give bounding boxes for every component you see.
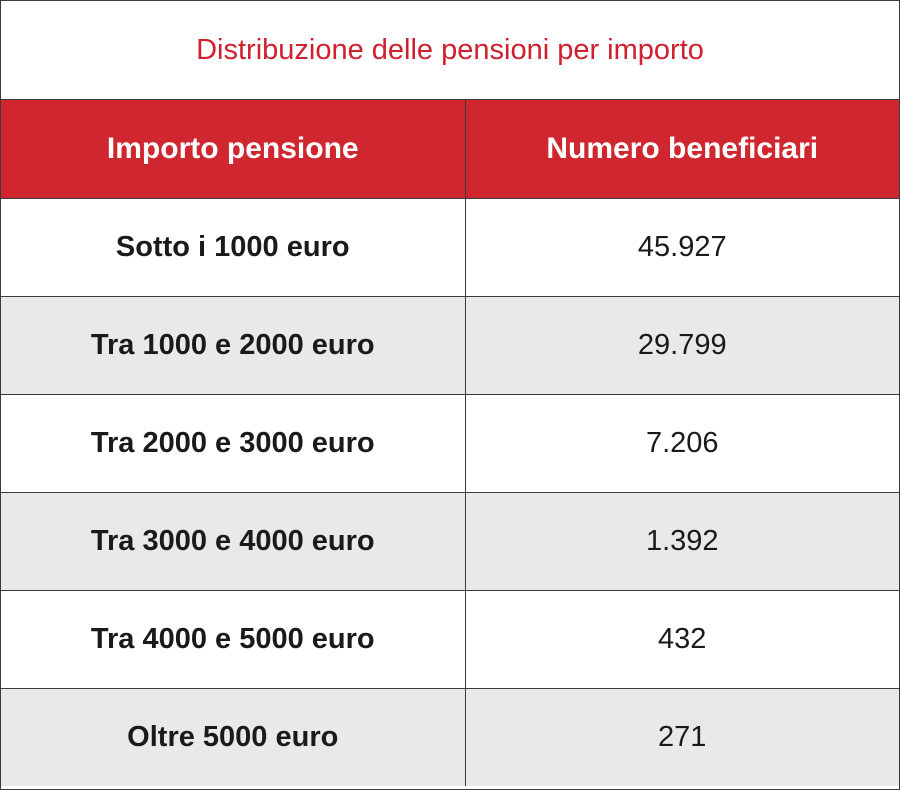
row-value: 29.799 <box>465 296 899 395</box>
column-header-beneficiaries: Numero beneficiari <box>465 100 899 199</box>
table-row: Oltre 5000 euro 271 <box>1 688 899 786</box>
pension-table: Importo pensione Numero beneficiari Sott… <box>1 100 899 786</box>
table-title: Distribuzione delle pensioni per importo <box>1 1 899 100</box>
row-value: 432 <box>465 590 899 689</box>
table-row: Sotto i 1000 euro 45.927 <box>1 198 899 297</box>
column-header-amount: Importo pensione <box>1 100 466 199</box>
row-label: Oltre 5000 euro <box>1 688 466 786</box>
header-row: Importo pensione Numero beneficiari <box>1 100 899 199</box>
row-label: Tra 1000 e 2000 euro <box>1 296 466 395</box>
row-label: Tra 3000 e 4000 euro <box>1 492 466 591</box>
row-value: 45.927 <box>465 198 899 297</box>
row-value: 1.392 <box>465 492 899 591</box>
row-value: 7.206 <box>465 394 899 493</box>
table-row: Tra 3000 e 4000 euro 1.392 <box>1 492 899 591</box>
table-row: Tra 1000 e 2000 euro 29.799 <box>1 296 899 395</box>
table-row: Tra 2000 e 3000 euro 7.206 <box>1 394 899 493</box>
table-row: Tra 4000 e 5000 euro 432 <box>1 590 899 689</box>
row-label: Sotto i 1000 euro <box>1 198 466 297</box>
row-label: Tra 4000 e 5000 euro <box>1 590 466 689</box>
row-value: 271 <box>465 688 899 786</box>
row-label: Tra 2000 e 3000 euro <box>1 394 466 493</box>
